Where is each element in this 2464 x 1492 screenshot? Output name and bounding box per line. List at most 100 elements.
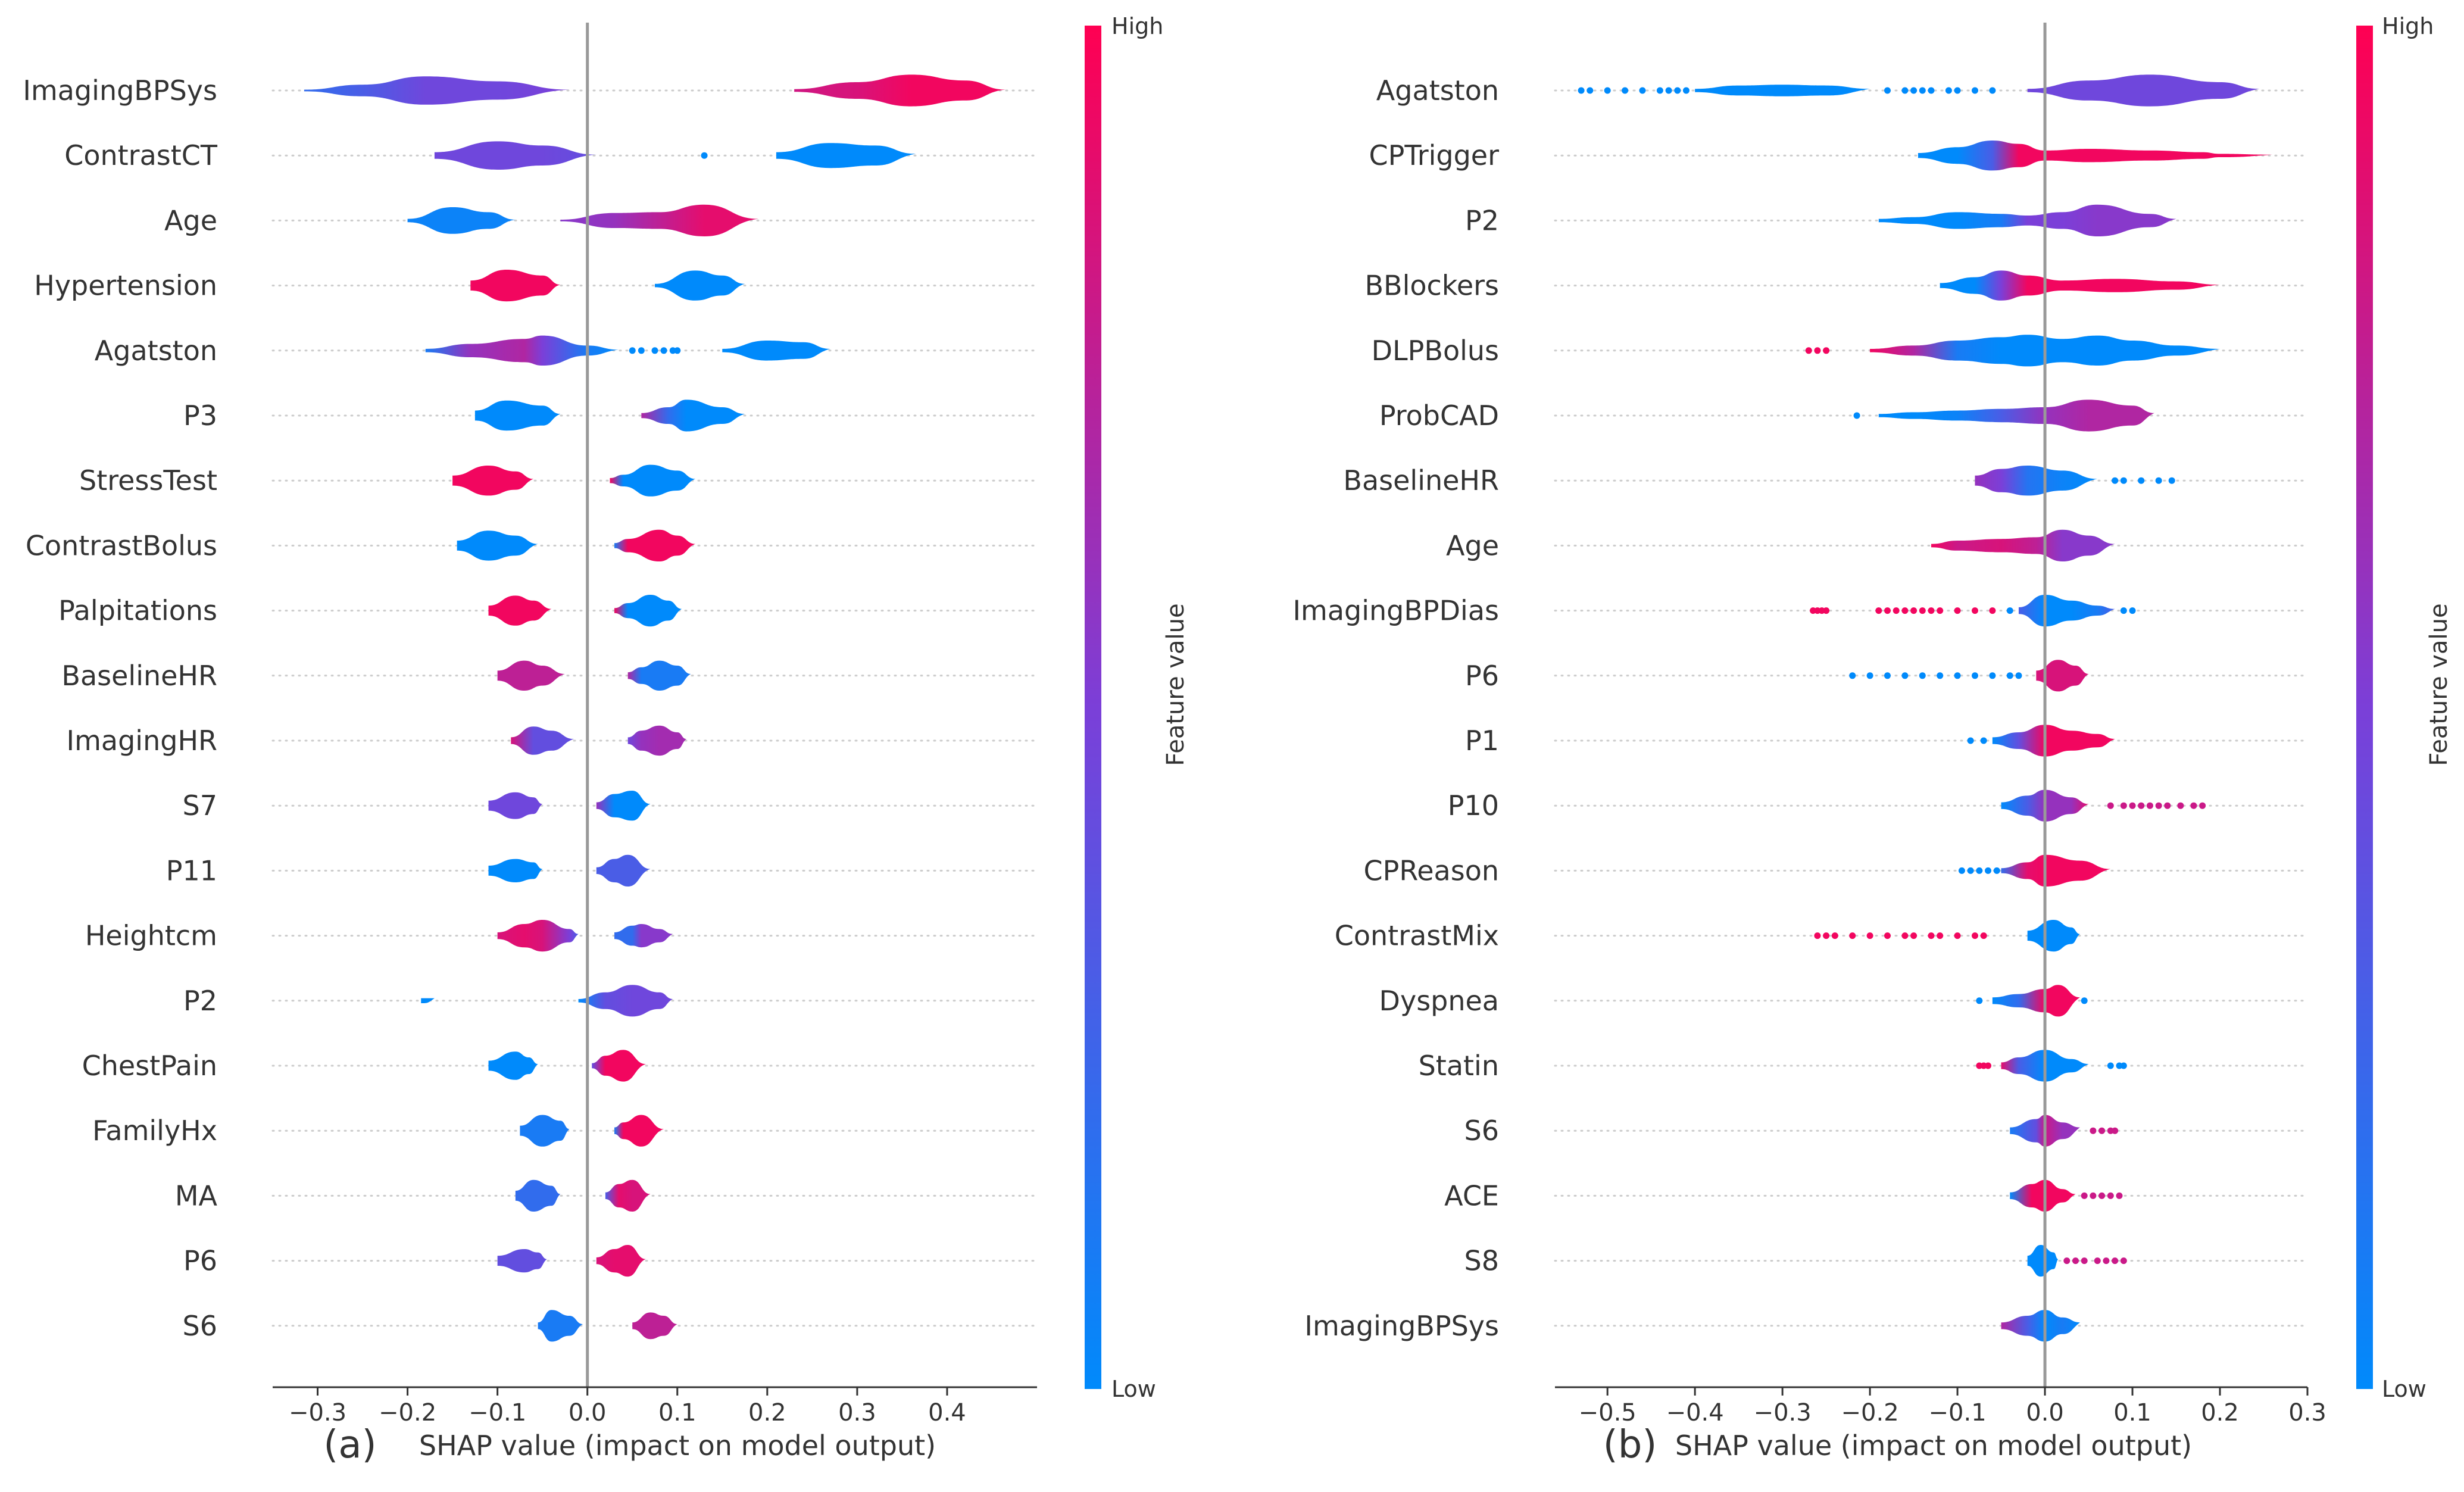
b-point (2090, 1192, 2097, 1199)
b-point (1849, 932, 1856, 939)
b-x-tick-label: −0.3 (1754, 1399, 1812, 1427)
panel-b-colorbar: High Low Feature value (2356, 13, 2453, 1402)
b-point (1910, 87, 1918, 94)
b-point (1945, 87, 1952, 94)
a-point (701, 152, 708, 159)
a-violin (560, 204, 758, 236)
b-point (1884, 607, 1891, 614)
b-point (2015, 672, 2022, 679)
b-point (1849, 672, 1856, 679)
b-point (2094, 1257, 2101, 1265)
b-x-tick-label: 0.2 (2201, 1399, 2239, 1427)
b-point (2081, 1192, 2088, 1199)
b-point (1875, 607, 1882, 614)
b-point (2120, 607, 2127, 614)
b-point (2129, 607, 2136, 614)
b-point (2081, 997, 2088, 1004)
a-violin (470, 270, 561, 302)
b-point (1656, 87, 1663, 94)
b-feature-label: ACE (1444, 1179, 1499, 1212)
a-feature-label: P11 (166, 854, 217, 887)
a-violin (511, 726, 574, 755)
b-point (1587, 87, 1594, 94)
b-feature-label: ContrastMix (1335, 920, 1499, 952)
panel-a-feature-labels: ImagingBPSys ContrastCT Age Hypertension Aga… (23, 74, 217, 1342)
b-point (1989, 672, 1996, 679)
b-point (2006, 672, 2013, 679)
a-violin (497, 920, 579, 952)
panel-a-colorbar-high-label: High (1111, 13, 1163, 39)
b-point (2006, 607, 2013, 614)
b-point (1967, 867, 1974, 874)
a-point (669, 347, 676, 354)
b-violin (2001, 1310, 2080, 1342)
a-x-tick-label: 0.1 (658, 1399, 697, 1427)
panel-a-violins (304, 74, 1006, 1342)
b-point (1919, 87, 1926, 94)
a-x-tick-label: −0.1 (469, 1399, 526, 1427)
b-point (2120, 1062, 2127, 1069)
a-feature-label: MA (175, 1179, 218, 1212)
b-x-tick-label: −0.1 (1929, 1399, 1987, 1427)
b-point (2177, 802, 2184, 809)
a-violin (614, 1115, 664, 1147)
a-point (674, 347, 681, 354)
a-feature-label: Age (164, 204, 217, 236)
a-point (638, 347, 645, 354)
b-feature-label: ImagingBPSys (1304, 1310, 1499, 1342)
b-point (2120, 802, 2127, 809)
b-point (1919, 607, 1926, 614)
a-violin (488, 1051, 538, 1080)
a-violin (421, 998, 435, 1003)
b-x-tick-label: 0.1 (2113, 1399, 2151, 1427)
b-violin (2010, 1179, 2076, 1212)
b-feature-label: CPTrigger (1369, 139, 1500, 171)
b-point (1971, 607, 1978, 614)
a-violin (457, 530, 538, 561)
b-point (1954, 607, 1961, 614)
b-point (1901, 672, 1909, 679)
b-point (1954, 87, 1961, 94)
a-x-tick-label: 0.2 (748, 1399, 786, 1427)
a-violin (614, 595, 682, 627)
b-point (2168, 477, 2175, 484)
b-feature-label: DLPBolus (1372, 335, 1499, 367)
b-point (2120, 477, 2127, 484)
panel-b-colorbar-gradient (2356, 26, 2373, 1389)
b-point (1976, 997, 1983, 1004)
b-x-tick-label: −0.2 (1841, 1399, 1899, 1427)
panel-b-violins (1578, 74, 2273, 1342)
b-point (2107, 1062, 2114, 1069)
b-point (2190, 802, 2197, 809)
b-point (2138, 477, 2145, 484)
b-point (1622, 87, 1629, 94)
b-point (1578, 87, 1585, 94)
b-point (2081, 1257, 2088, 1265)
b-point (1639, 87, 1646, 94)
b-point (1866, 672, 1873, 679)
b-point (1919, 672, 1926, 679)
a-feature-label: ContrastBolus (26, 529, 217, 561)
a-feature-label: P2 (183, 985, 217, 1017)
a-point (629, 347, 636, 354)
b-feature-label: Statin (1419, 1050, 1499, 1082)
b-point (1971, 87, 1978, 94)
a-feature-label: BaselineHR (61, 660, 217, 692)
a-violin (497, 1249, 547, 1273)
b-feature-label: P2 (1465, 204, 1499, 236)
b-point (2199, 802, 2206, 809)
b-point (2107, 802, 2114, 809)
panel-b-feature-labels: Agatston CPTrigger P2 BBlockers DLPBolus Prob… (1292, 74, 1499, 1342)
b-point (1901, 932, 1909, 939)
panel-a: ImagingBPSys ContrastCT Age Hypertension Aga… (23, 13, 1189, 1467)
a-feature-label: StressTest (79, 464, 217, 497)
b-point (1604, 87, 1611, 94)
a-violin (794, 74, 1006, 107)
b-point (2164, 802, 2171, 809)
b-point (2103, 1257, 2110, 1265)
panel-b-gridlines (1554, 89, 2309, 1327)
panel-b-colorbar-title: Feature value (2425, 603, 2453, 766)
b-point (1937, 672, 1944, 679)
a-violin (304, 76, 570, 105)
a-feature-label: FamilyHx (92, 1115, 217, 1147)
